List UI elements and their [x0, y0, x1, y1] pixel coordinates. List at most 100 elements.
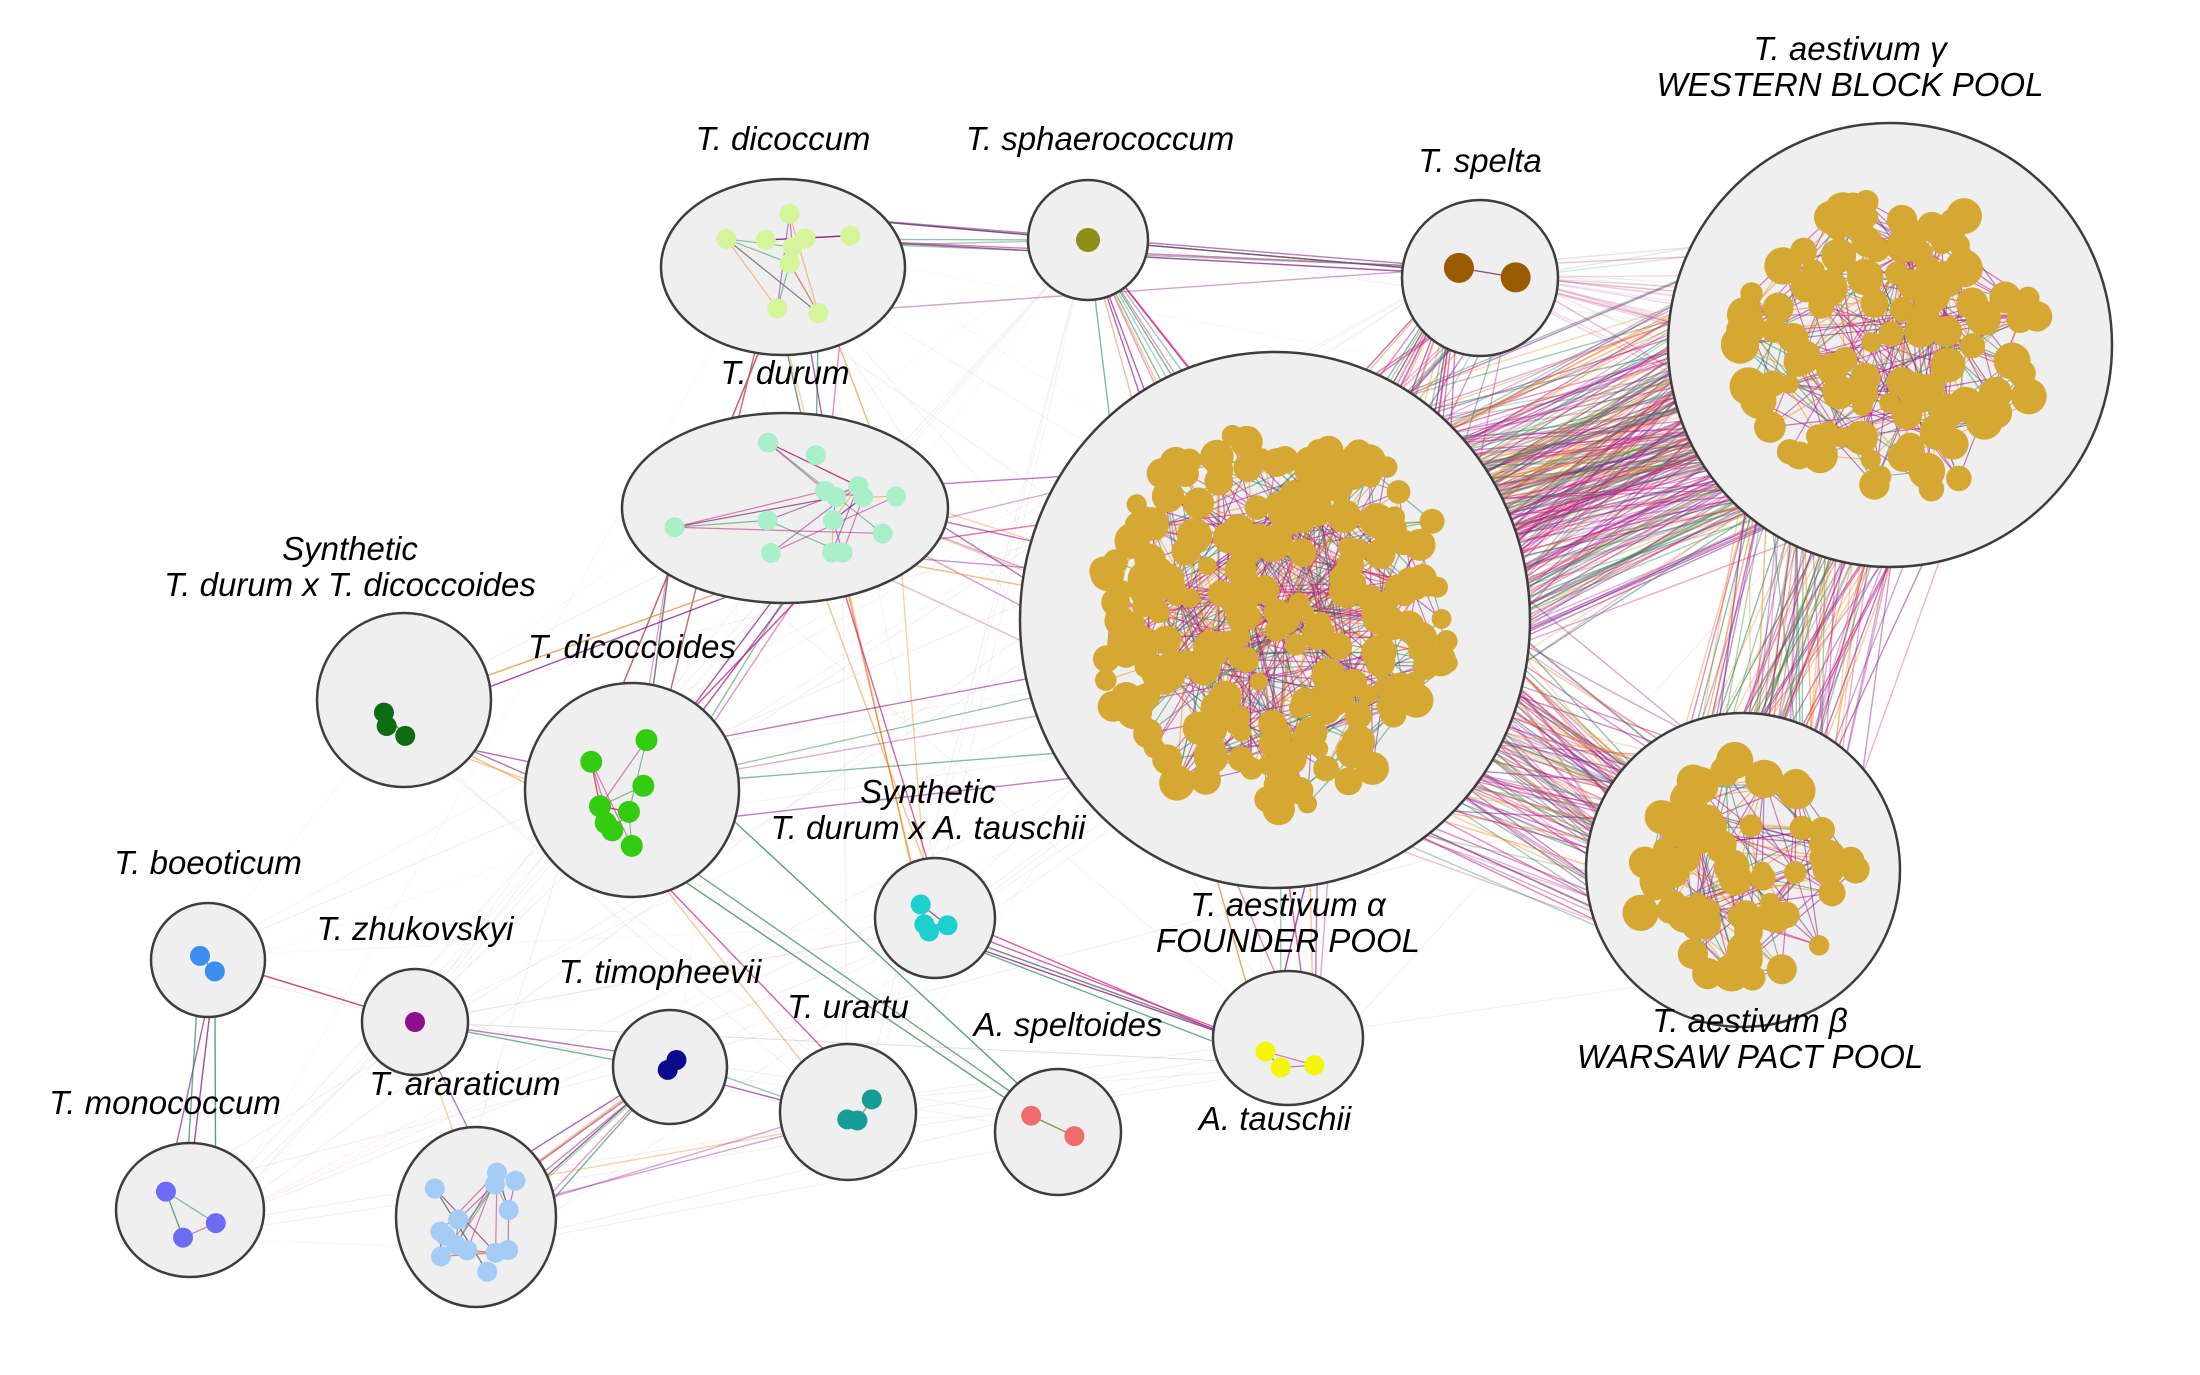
node-aestivum_gamma — [1864, 237, 1890, 263]
label-line: T. zhukovskyi — [317, 910, 516, 947]
intra-cluster-edge — [788, 213, 820, 314]
node-aestivum_gamma — [1776, 439, 1803, 465]
node-aestivum_alpha — [1341, 724, 1376, 759]
node-aestivum_gamma — [1912, 286, 1939, 312]
node-aestivum_alpha — [1240, 757, 1263, 780]
label-aestivum_gamma: T. aestivum γ WESTERN BLOCK POOL — [1657, 30, 2044, 103]
label-line: T. araraticum — [369, 1065, 560, 1102]
node-aestivum_alpha — [1146, 458, 1177, 489]
node-aestivum_alpha — [1207, 580, 1234, 607]
intra-cluster-edge — [1137, 617, 1384, 703]
label-line: T. aestivum α — [1190, 886, 1387, 923]
node-spelta — [1500, 262, 1531, 293]
intra-cluster-edge — [726, 238, 790, 264]
node-aestivum_alpha — [1262, 792, 1295, 826]
label-aestivum_beta: T. aestivum β WARSAW PACT POOL — [1577, 1002, 1924, 1075]
node-speltoides — [1064, 1126, 1085, 1147]
faint-edge — [467, 1115, 1032, 1251]
node-aestivum_alpha — [1365, 647, 1396, 678]
node-aestivum_beta — [1818, 879, 1846, 907]
faint-edge — [591, 267, 1460, 763]
node-aestivum_alpha — [1359, 503, 1395, 538]
label-line: T. dicoccoides — [528, 628, 736, 665]
node-aestivum_alpha — [1230, 425, 1263, 459]
faint-edge — [414, 1021, 1315, 1066]
node-aestivum_alpha — [1313, 755, 1339, 782]
intra-cluster-edge — [599, 739, 647, 807]
node-dicoccum — [808, 303, 829, 324]
node-aestivum_gamma — [2018, 392, 2040, 414]
cluster-circle-synth_dd — [315, 611, 493, 789]
intra-cluster-edge — [674, 526, 883, 535]
node-aestivum_alpha — [1198, 556, 1217, 576]
node-aestivum_gamma — [1878, 321, 1904, 347]
node-synth_da — [937, 915, 958, 936]
node-durum — [664, 517, 685, 538]
faint-edge — [215, 931, 930, 1224]
node-aestivum_gamma — [1777, 322, 1809, 354]
label-monococcum: T. monococcum — [49, 1084, 281, 1121]
label-araraticum: T. araraticum — [369, 1065, 560, 1102]
node-araraticum — [498, 1199, 519, 1220]
label-spelta: T. spelta — [1418, 142, 1542, 179]
label-line: Synthetic — [860, 773, 996, 810]
cluster-circle-durum — [620, 411, 950, 605]
node-durum — [826, 487, 847, 508]
node-aestivum_gamma — [1861, 332, 1882, 353]
intra-cluster-edge — [674, 519, 768, 528]
node-aestivum_alpha — [1225, 712, 1249, 736]
faint-edge — [414, 1021, 1315, 1066]
node-aestivum_alpha — [1186, 520, 1210, 545]
node-aestivum_gamma — [1916, 255, 1941, 281]
node-araraticum — [448, 1209, 469, 1230]
node-aestivum_gamma — [1731, 310, 1766, 346]
node-aestivum_beta — [1728, 941, 1763, 977]
node-aestivum_alpha — [1193, 645, 1220, 672]
node-aestivum_alpha — [1305, 500, 1332, 527]
node-monococcum — [155, 1181, 176, 1202]
node-araraticum — [505, 1170, 526, 1191]
node-aestivum_alpha — [1148, 567, 1181, 600]
node-monococcum — [173, 1227, 194, 1248]
cluster-circle-dicoccoides — [523, 681, 741, 899]
faint-edge — [414, 239, 1089, 1023]
node-aestivum_alpha — [1236, 571, 1261, 596]
label-timopheevii: T. timopheevii — [559, 953, 763, 990]
faint-edge — [414, 924, 948, 1023]
faint-edge — [215, 213, 790, 1224]
node-aestivum_gamma — [1852, 395, 1873, 416]
node-aestivum_alpha — [1290, 538, 1315, 562]
node-dicoccum — [840, 225, 861, 246]
node-aestivum_alpha — [1225, 601, 1257, 632]
intra-cluster-edge — [726, 238, 819, 314]
label-line: T. durum x A. tauschii — [771, 809, 1088, 846]
node-aestivum_alpha — [1310, 739, 1329, 758]
node-aestivum_alpha — [1182, 487, 1215, 519]
label-line: T. boeoticum — [114, 844, 302, 881]
label-line: T. sphaerococcum — [966, 120, 1234, 157]
faint-edge — [386, 725, 873, 1100]
node-aestivum_alpha — [1132, 710, 1152, 730]
node-aestivum_alpha — [1325, 632, 1353, 660]
node-aestivum_alpha — [1264, 619, 1288, 642]
node-urartu — [847, 1110, 868, 1131]
cluster-circle-araraticum — [394, 1125, 558, 1309]
node-aestivum_gamma — [1930, 232, 1953, 255]
node-aestivum_beta — [1808, 832, 1832, 856]
node-aestivum_beta — [1727, 904, 1751, 928]
node-aestivum_beta — [1622, 894, 1659, 931]
node-aestivum_alpha — [1295, 446, 1322, 474]
label-line: Synthetic — [282, 530, 418, 567]
node-aestivum_gamma — [1844, 420, 1879, 455]
node-aestivum_gamma — [1759, 370, 1786, 397]
node-aestivum_alpha — [1353, 444, 1386, 478]
intra-cluster-edge — [1343, 515, 1410, 627]
node-aestivum_beta — [1680, 766, 1719, 805]
label-speltoides: A. speltoides — [972, 1006, 1163, 1043]
node-aestivum_alpha — [1277, 502, 1309, 535]
node-boeoticum — [189, 945, 210, 966]
label-line: FOUNDER POOL — [1156, 922, 1420, 959]
node-aestivum_gamma — [1790, 237, 1817, 265]
node-aestivum_gamma — [1783, 347, 1813, 377]
node-aestivum_alpha — [1204, 466, 1234, 496]
